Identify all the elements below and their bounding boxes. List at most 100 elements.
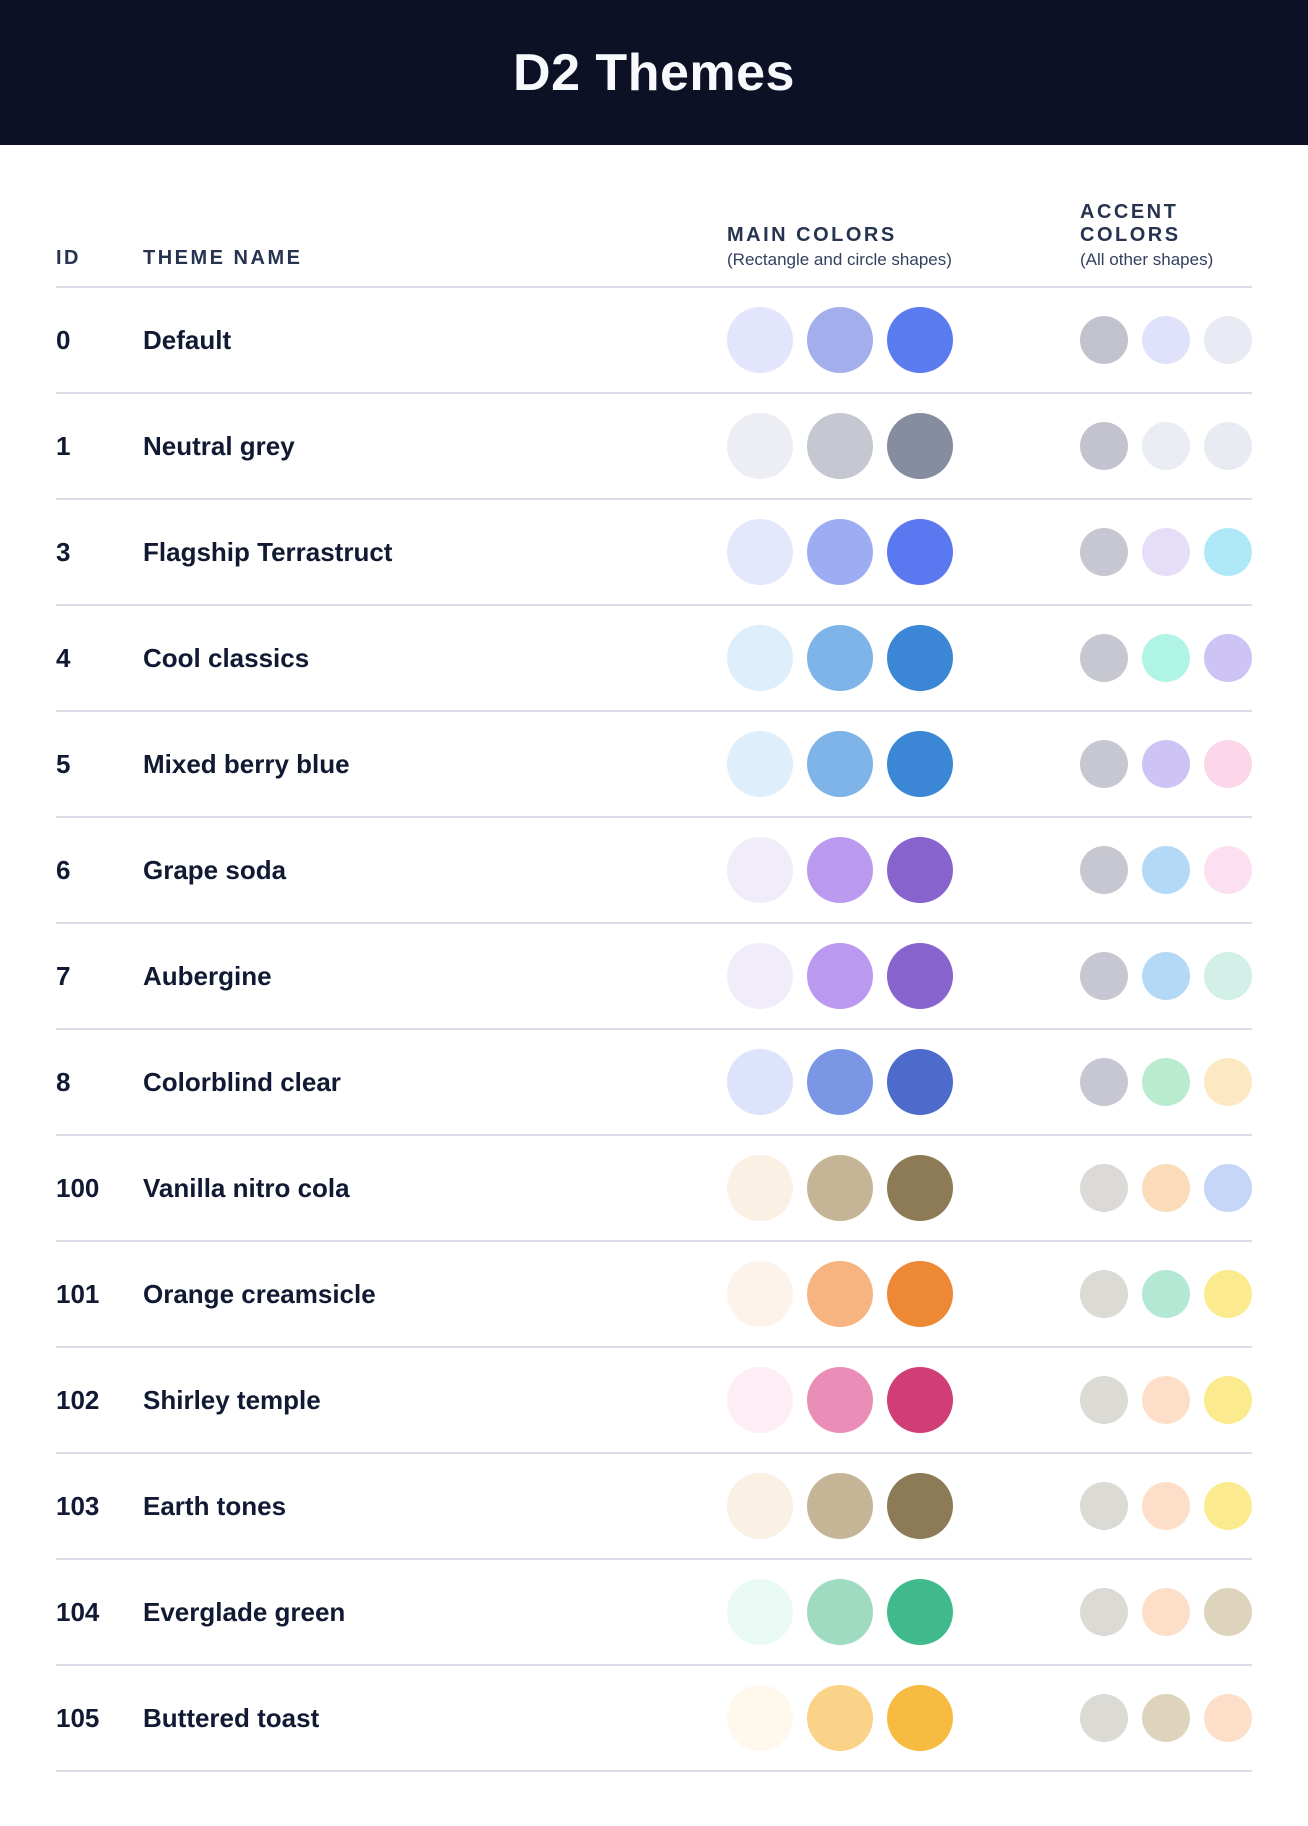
accent-color-swatch [1142, 740, 1190, 789]
accent-color-swatches [1080, 422, 1252, 471]
main-color-swatch [727, 307, 793, 374]
theme-name: Earth tones [143, 1490, 287, 1521]
main-color-swatch [807, 1473, 873, 1540]
theme-id: 100 [56, 1172, 100, 1203]
main-color-swatch [887, 731, 953, 798]
theme-row: 105 Buttered toast [56, 1666, 1252, 1773]
main-color-swatch [887, 837, 953, 904]
theme-id: 4 [56, 642, 71, 673]
main-color-swatches [727, 307, 955, 374]
accent-color-swatches [1080, 1482, 1252, 1531]
theme-id: 8 [56, 1066, 71, 1097]
accent-color-swatch [1204, 740, 1252, 789]
theme-row: 5 Mixed berry blue [56, 712, 1252, 819]
accent-color-swatch [1080, 528, 1128, 577]
main-color-swatch [807, 1579, 873, 1646]
accent-color-swatches [1080, 952, 1252, 1001]
accent-color-swatches [1080, 740, 1252, 789]
theme-id: 0 [56, 324, 71, 355]
accent-color-swatch [1142, 1270, 1190, 1319]
theme-id: 104 [56, 1596, 100, 1627]
theme-id: 7 [56, 960, 71, 991]
column-header-accent-colors-group: ACCENT COLORS (All other shapes) [1080, 201, 1252, 270]
column-subheader-accent-colors: (All other shapes) [1080, 250, 1214, 269]
accent-color-swatch [1080, 1694, 1128, 1743]
main-color-swatch [807, 625, 873, 692]
main-color-swatches [727, 943, 955, 1010]
theme-name: Buttered toast [143, 1702, 320, 1733]
main-color-swatches [727, 731, 955, 798]
accent-color-swatch [1204, 846, 1252, 895]
main-color-swatch [727, 625, 793, 692]
main-color-swatch [887, 1261, 953, 1328]
themes-table: ID THEME NAME MAIN COLORS (Rectangle and… [0, 145, 1308, 1773]
main-color-swatches [727, 1261, 955, 1328]
theme-name: Shirley temple [143, 1384, 321, 1415]
main-color-swatch [887, 413, 953, 480]
accent-color-swatch [1080, 952, 1128, 1001]
main-color-swatch [887, 625, 953, 692]
theme-id: 103 [56, 1490, 100, 1521]
accent-color-swatch [1204, 1376, 1252, 1425]
theme-row: 3 Flagship Terrastruct [56, 500, 1252, 607]
theme-row: 100 Vanilla nitro cola [56, 1136, 1252, 1243]
theme-name: Everglade green [143, 1596, 346, 1627]
main-color-swatch [727, 1473, 793, 1540]
accent-color-swatch [1142, 846, 1190, 895]
column-header-accent-colors: ACCENT COLORS [1080, 201, 1181, 246]
main-color-swatch [807, 1367, 873, 1434]
accent-color-swatches [1080, 1376, 1252, 1425]
theme-name: Grape soda [143, 854, 287, 885]
accent-color-swatch [1080, 1588, 1128, 1637]
theme-id: 105 [56, 1702, 100, 1733]
accent-color-swatch [1080, 1376, 1128, 1425]
accent-color-swatches [1080, 1270, 1252, 1319]
accent-color-swatches [1080, 528, 1252, 577]
theme-name: Neutral grey [143, 430, 295, 461]
main-color-swatch [727, 1049, 793, 1116]
main-color-swatch [887, 1579, 953, 1646]
main-color-swatch [807, 519, 873, 586]
accent-color-swatch [1142, 316, 1190, 365]
accent-color-swatch [1204, 1058, 1252, 1107]
accent-color-swatch [1080, 634, 1128, 683]
accent-color-swatch [1142, 1058, 1190, 1107]
accent-color-swatch [1204, 528, 1252, 577]
theme-id: 5 [56, 748, 71, 779]
accent-color-swatch [1142, 1482, 1190, 1531]
main-color-swatch [887, 1155, 953, 1222]
accent-color-swatch [1142, 528, 1190, 577]
main-color-swatch [807, 1155, 873, 1222]
accent-color-swatch [1080, 422, 1128, 471]
page-title: D2 Themes [513, 43, 795, 102]
theme-id: 3 [56, 536, 71, 567]
main-color-swatch [807, 1685, 873, 1752]
accent-color-swatch [1080, 1482, 1128, 1531]
theme-name: Orange creamsicle [143, 1278, 376, 1309]
theme-name: Mixed berry blue [143, 748, 350, 779]
theme-row: 103 Earth tones [56, 1454, 1252, 1561]
main-color-swatch [807, 1049, 873, 1116]
theme-id: 102 [56, 1384, 100, 1415]
accent-color-swatches [1080, 316, 1252, 365]
theme-row: 0 Default [56, 288, 1252, 395]
main-color-swatch [727, 1367, 793, 1434]
theme-row: 4 Cool classics [56, 606, 1252, 713]
accent-color-swatch [1142, 634, 1190, 683]
theme-row: 8 Colorblind clear [56, 1030, 1252, 1137]
accent-color-swatch [1204, 316, 1252, 365]
theme-row: 6 Grape soda [56, 818, 1252, 925]
theme-name: Cool classics [143, 642, 310, 673]
theme-id: 101 [56, 1278, 100, 1309]
main-color-swatch [727, 1261, 793, 1328]
accent-color-swatch [1080, 1164, 1128, 1213]
accent-color-swatch [1204, 1694, 1252, 1743]
accent-color-swatch [1142, 1164, 1190, 1213]
theme-name: Aubergine [143, 960, 272, 991]
main-color-swatch [727, 1155, 793, 1222]
theme-row: 104 Everglade green [56, 1560, 1252, 1667]
main-color-swatch [727, 413, 793, 480]
main-color-swatch [727, 1685, 793, 1752]
main-color-swatch [727, 731, 793, 798]
column-header-main-colors-group: MAIN COLORS (Rectangle and circle shapes… [727, 224, 955, 270]
